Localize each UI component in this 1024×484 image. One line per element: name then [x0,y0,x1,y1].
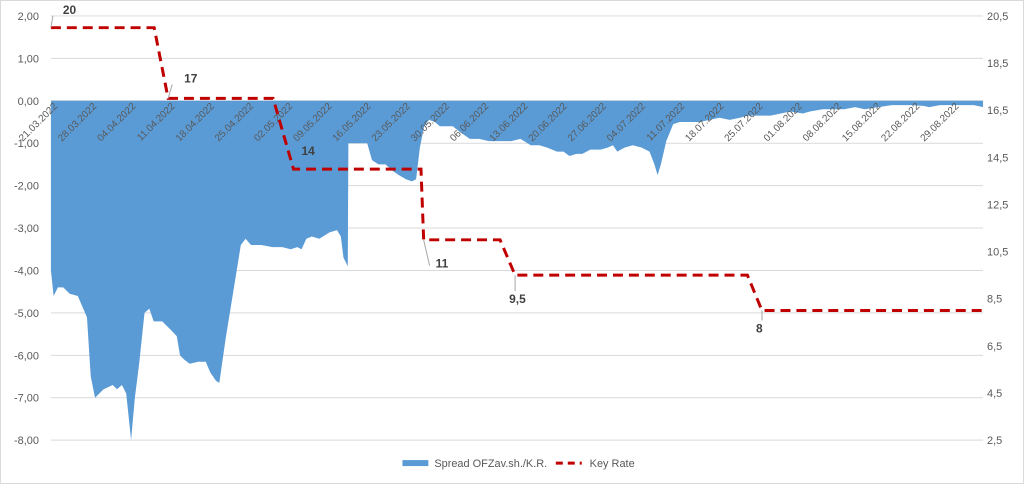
right-axis-tick: 14,5 [987,152,1008,164]
data-label: 8 [756,321,763,335]
right-axis-tick: 16,5 [987,105,1008,117]
legend-swatch-spread [402,460,429,467]
legend-label-key-rate: Key Rate [590,458,635,470]
data-label-leader [167,84,173,99]
left-axis-tick: -2,00 [14,181,39,193]
right-axis-tick: 18,5 [987,58,1008,70]
spread-area-series [50,100,984,441]
right-axis-tick: 20,5 [987,11,1008,23]
right-axis-tick: 2,5 [987,435,1002,447]
right-axis-tick: 12,5 [987,199,1008,211]
right-axis-tick-labels: 20,5 18,5 16,5 14,5 12,5 10,5 8,5 6,5 4,5 2,5 [987,11,1008,447]
data-label: 9,5 [509,292,526,306]
left-axis-tick-labels: 2,00 1,00 0,00 -1,00 -2,00 -3,00 -4,00 -5,00 -6,… [14,11,39,447]
left-axis-tick: -3,00 [14,223,39,235]
right-axis-tick: 10,5 [987,247,1008,259]
x-axis-tick: 29.08.2022 [919,101,962,144]
data-labels: 20 17 14 11 9,5 8 [50,3,763,335]
left-axis-tick: -5,00 [14,308,39,320]
left-axis-tick: -6,00 [14,350,39,362]
key-rate-line [50,26,984,313]
data-label: 17 [184,71,198,85]
data-label-leader [50,15,54,28]
data-label: 11 [436,257,449,271]
left-axis-tick: -8,00 [14,435,39,447]
left-axis-tick: 1,00 [18,53,39,65]
data-label-leader [423,239,431,266]
left-axis-tick: 0,00 [18,96,39,108]
spread-area [50,100,984,441]
data-label: 14 [301,144,315,158]
key-rate-series [50,26,984,313]
right-axis-tick: 4,5 [987,388,1002,400]
data-label: 20 [63,3,77,17]
right-axis-tick: 8,5 [987,294,1002,306]
right-axis-tick: 6,5 [987,341,1002,353]
left-axis-tick: -1,00 [14,138,39,150]
legend-label-spread: Spread OFZav.sh./K.R. [434,458,547,470]
left-axis-tick: 2,00 [18,11,39,23]
x-axis-tick: 22.08.2022 [879,101,922,144]
left-axis-tick: -4,00 [14,265,39,277]
left-axis-tick: -7,00 [14,393,39,405]
legend: Spread OFZav.sh./K.R. Key Rate [402,458,635,470]
